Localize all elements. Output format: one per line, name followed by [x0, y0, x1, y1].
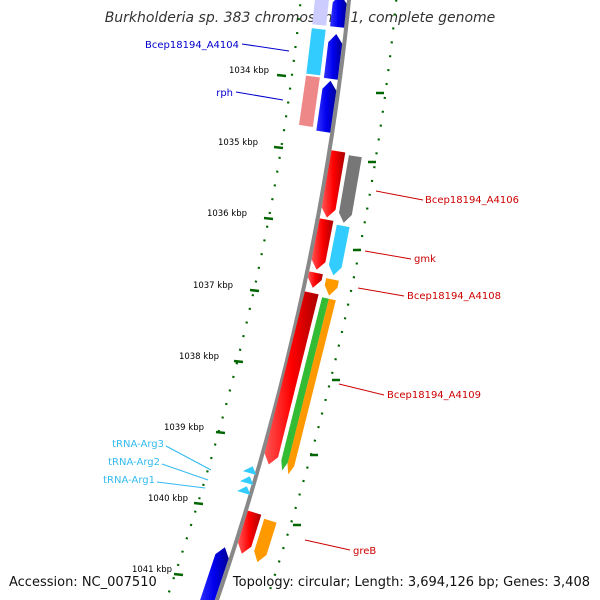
- cog-bar[interactable]: [254, 518, 277, 563]
- cog-bar[interactable]: [324, 278, 339, 296]
- gene-label[interactable]: greB: [353, 546, 376, 557]
- gene-label[interactable]: Bcep18194_A4104: [145, 40, 239, 51]
- backbone-line: [214, 0, 352, 600]
- tick-mark: [276, 73, 287, 78]
- gc-skew-track-right: [265, 0, 398, 600]
- tick-label: 1040 kbp: [148, 494, 188, 504]
- gene-label[interactable]: Bcep18194_A4109: [387, 390, 481, 401]
- tick-label: 1035 kbp: [218, 138, 258, 148]
- gene-label[interactable]: Bcep18194_A4106: [425, 195, 519, 206]
- tick-label: 1038 kbp: [179, 352, 219, 362]
- map-title: Burkholderia sp. 383 chromosome 1, compl…: [104, 10, 496, 26]
- gene-arrow-gmk[interactable]: [311, 218, 334, 270]
- gene-label[interactable]: Bcep18194_A4108: [407, 291, 501, 302]
- scale-ticks: 1034 kbp 1035 kbp 1036 kbp 1037 kbp 1038 kbp…: [132, 66, 384, 577]
- gene-arrow-bcep18194-a4108[interactable]: [307, 271, 323, 288]
- gene-leader-line: [357, 287, 405, 297]
- cog-bar[interactable]: [328, 224, 350, 276]
- tick-label: 1036 kbp: [207, 209, 247, 219]
- topology-label: Topology: circular; Length: 3,694,126 bp…: [232, 575, 590, 590]
- gene-leader-line: [156, 481, 206, 489]
- gene-leader-line: [375, 190, 424, 201]
- gene-leader-line: [304, 539, 351, 551]
- gene-leader-line: [364, 250, 412, 260]
- gc-content-track: [167, 0, 398, 600]
- backbone: [214, 0, 352, 600]
- trna-arg3-marker[interactable]: [242, 466, 257, 475]
- gene-arrow-bcep18194-a4106[interactable]: [321, 150, 346, 218]
- feature-track: [199, 0, 362, 600]
- gene-leader-line: [161, 463, 209, 481]
- gene-arrow-bcep18194-a4104[interactable]: [323, 34, 343, 80]
- cog-bar[interactable]: [281, 297, 329, 471]
- tick-label: 1034 kbp: [229, 66, 269, 76]
- trna-arg1-marker[interactable]: [237, 486, 251, 495]
- gene-leader-line: [165, 445, 212, 471]
- trna-arg2-marker[interactable]: [240, 476, 254, 485]
- tick-label: 1039 kbp: [164, 423, 204, 433]
- gene-leader-line: [235, 91, 284, 101]
- cog-bar[interactable]: [306, 28, 326, 76]
- accession-label: Accession: NC_007510: [9, 575, 157, 590]
- gene-arrow-reverse[interactable]: [330, 0, 347, 28]
- cog-bar[interactable]: [312, 0, 329, 26]
- gene-leader-line: [338, 383, 385, 396]
- gene-label[interactable]: rph: [216, 88, 233, 99]
- gene-arrow-reverse[interactable]: [199, 547, 229, 600]
- tick-mark: [273, 145, 284, 150]
- tick-label: 1041 kbp: [132, 565, 172, 575]
- tick-mark: [193, 501, 204, 506]
- gene-arrow-bcep18194-a4109[interactable]: [264, 291, 319, 465]
- cog-bar[interactable]: [339, 155, 362, 223]
- tick-mark: [233, 359, 244, 364]
- gene-arrow-rph[interactable]: [316, 80, 337, 133]
- gene-label[interactable]: tRNA-Arg2: [108, 457, 160, 468]
- cog-bar[interactable]: [287, 298, 336, 475]
- gene-label[interactable]: tRNA-Arg3: [112, 439, 164, 450]
- tick-mark: [173, 572, 184, 577]
- gene-label[interactable]: tRNA-Arg1: [103, 475, 155, 486]
- gene-label[interactable]: gmk: [414, 254, 436, 265]
- gene-arrow-greb[interactable]: [238, 510, 262, 554]
- tick-mark: [215, 430, 226, 435]
- gene-leader-line: [241, 43, 290, 52]
- cog-bar[interactable]: [299, 75, 320, 127]
- tick-mark: [263, 216, 274, 221]
- gc-skew-track-left: [167, 0, 302, 595]
- tick-label: 1037 kbp: [193, 281, 233, 291]
- tick-mark: [249, 288, 260, 293]
